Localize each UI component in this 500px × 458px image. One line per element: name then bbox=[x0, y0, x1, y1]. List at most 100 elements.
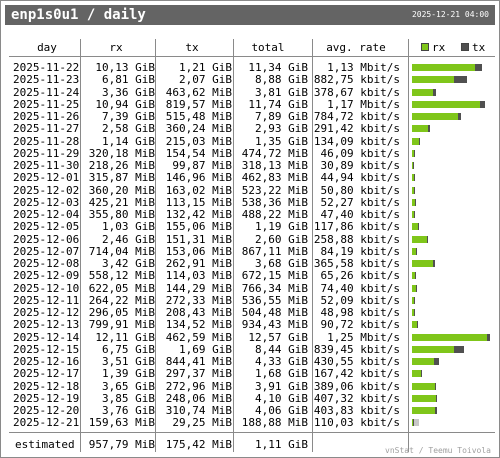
tx-bar bbox=[413, 309, 416, 316]
row-day: 2025-12-12 bbox=[13, 306, 80, 319]
tx-bar bbox=[416, 247, 418, 255]
rx-bar bbox=[412, 358, 434, 365]
row-rx: 264,22 MiB bbox=[88, 293, 155, 307]
row-avg-rate: 1,25 Mbit/s bbox=[327, 330, 400, 344]
tx-bar bbox=[433, 260, 435, 267]
row-rx: 622,05 MiB bbox=[88, 281, 155, 295]
row-rx: 799,91 MiB bbox=[88, 318, 155, 332]
row-rx: 425,21 MiB bbox=[88, 195, 155, 209]
tx-bar bbox=[414, 198, 416, 206]
row-avg-rate: 784,72 kbit/s bbox=[313, 110, 400, 123]
row-total: 934,43 MiB bbox=[241, 318, 308, 332]
tx-bar bbox=[413, 419, 414, 427]
row-avg-rate: 65,26 kbit/s bbox=[320, 269, 400, 283]
row-total: 318,13 MiB bbox=[241, 159, 308, 172]
tx-bar bbox=[415, 284, 417, 292]
rx-bar bbox=[412, 198, 415, 206]
row-tx: 155,06 MiB bbox=[165, 220, 232, 234]
tx-bar bbox=[474, 64, 483, 71]
tx-bar bbox=[434, 382, 437, 390]
row-tx: 819,57 MiB bbox=[165, 97, 232, 111]
row-avg-rate: 47,40 kbit/s bbox=[320, 208, 400, 221]
rx-bar bbox=[412, 284, 416, 292]
row-avg-rate: 167,42 kbit/s bbox=[313, 367, 400, 381]
row-total: 11,34 GiB bbox=[248, 61, 308, 74]
row-avg-rate: 74,40 kbit/s bbox=[320, 281, 400, 295]
rx-bar bbox=[412, 419, 413, 427]
rx-bar bbox=[412, 125, 429, 133]
row-day: 2025-12-08 bbox=[13, 257, 80, 270]
tx-bar bbox=[453, 345, 465, 353]
row-rx: 2,46 GiB bbox=[102, 232, 155, 246]
estimated-tx: 175,42 MiB bbox=[165, 437, 232, 451]
row-total: 11,74 GiB bbox=[248, 97, 308, 111]
row-rx: 1,03 GiB bbox=[102, 220, 155, 234]
row-rx: 6,75 GiB bbox=[102, 342, 155, 356]
row-day: 2025-12-11 bbox=[13, 293, 80, 307]
row-day: 2025-12-19 bbox=[13, 391, 80, 405]
rx-bar bbox=[412, 113, 458, 120]
row-avg-rate: 258,88 kbit/s bbox=[313, 232, 400, 246]
rx-bar bbox=[412, 211, 415, 218]
row-total: 12,57 GiB bbox=[248, 330, 308, 344]
row-avg-rate: 134,09 kbit/s bbox=[313, 134, 400, 148]
row-day: 2025-12-13 bbox=[13, 318, 80, 332]
row-avg-rate: 84,19 kbit/s bbox=[320, 244, 400, 258]
row-total: 1,35 GiB bbox=[255, 134, 308, 148]
tx-bar bbox=[419, 137, 421, 145]
row-avg-rate: 44,94 kbit/s bbox=[320, 171, 400, 185]
row-rx: 315,87 MiB bbox=[88, 171, 155, 185]
row-tx: 463,62 MiB bbox=[165, 85, 232, 99]
rx-bar bbox=[412, 235, 428, 243]
row-rx: 3,36 GiB bbox=[102, 85, 155, 99]
row-tx: 134,52 MiB bbox=[165, 318, 232, 332]
row-avg-rate: 403,83 kbit/s bbox=[313, 404, 400, 417]
tx-bar bbox=[416, 321, 418, 329]
row-rx: 1,14 GiB bbox=[102, 134, 155, 148]
row-total: 4,33 GiB bbox=[255, 355, 308, 368]
column-divider bbox=[312, 39, 313, 452]
row-avg-rate: 52,27 kbit/s bbox=[320, 195, 400, 209]
estimated-rx: 957,79 MiB bbox=[88, 437, 155, 451]
tx-bar bbox=[435, 407, 438, 414]
row-total: 3,81 GiB bbox=[255, 85, 308, 99]
row-tx: 462,59 MiB bbox=[165, 330, 232, 344]
row-avg-rate: 110,03 kbit/s bbox=[313, 416, 400, 430]
row-day: 2025-12-09 bbox=[13, 269, 80, 283]
interface-title: enp1s0u1 / daily bbox=[11, 7, 146, 23]
estimated-label: estimated bbox=[15, 437, 75, 451]
rx-bar bbox=[412, 321, 417, 329]
row-total: 523,22 MiB bbox=[241, 183, 308, 197]
row-rx: 360,20 MiB bbox=[88, 183, 155, 197]
row-total: 867,11 MiB bbox=[241, 244, 308, 258]
row-tx: 114,03 MiB bbox=[165, 269, 232, 283]
row-avg-rate: 48,98 kbit/s bbox=[320, 306, 400, 319]
rx-bar bbox=[412, 370, 421, 378]
row-total: 7,89 GiB bbox=[255, 110, 308, 123]
row-day: 2025-12-16 bbox=[13, 355, 80, 368]
row-tx: 163,02 MiB bbox=[165, 183, 232, 197]
column-divider bbox=[233, 39, 234, 452]
row-day: 2025-12-17 bbox=[13, 367, 80, 381]
tx-bar bbox=[418, 223, 420, 231]
rx-bar bbox=[412, 223, 419, 231]
row-day: 2025-11-26 bbox=[13, 110, 80, 123]
row-rx: 296,05 MiB bbox=[88, 306, 155, 319]
row-rx: 320,18 MiB bbox=[88, 146, 155, 160]
rx-bar bbox=[412, 88, 433, 96]
row-tx: 515,48 MiB bbox=[165, 110, 232, 123]
row-total: 4,10 GiB bbox=[255, 391, 308, 405]
row-day: 2025-12-06 bbox=[13, 232, 80, 246]
tx-bar bbox=[413, 174, 415, 182]
row-total: 1,68 GiB bbox=[255, 367, 308, 381]
rx-bar bbox=[412, 296, 414, 304]
row-day: 2025-11-24 bbox=[13, 85, 80, 99]
tx-bar bbox=[487, 333, 490, 341]
tx-bar bbox=[413, 296, 416, 304]
row-tx: 151,31 MiB bbox=[165, 232, 232, 246]
legend-tx-swatch bbox=[461, 43, 469, 51]
row-total: 4,06 GiB bbox=[255, 404, 308, 417]
rx-bar bbox=[412, 333, 488, 341]
row-total: 2,93 GiB bbox=[255, 122, 308, 136]
rx-bar bbox=[412, 174, 414, 182]
